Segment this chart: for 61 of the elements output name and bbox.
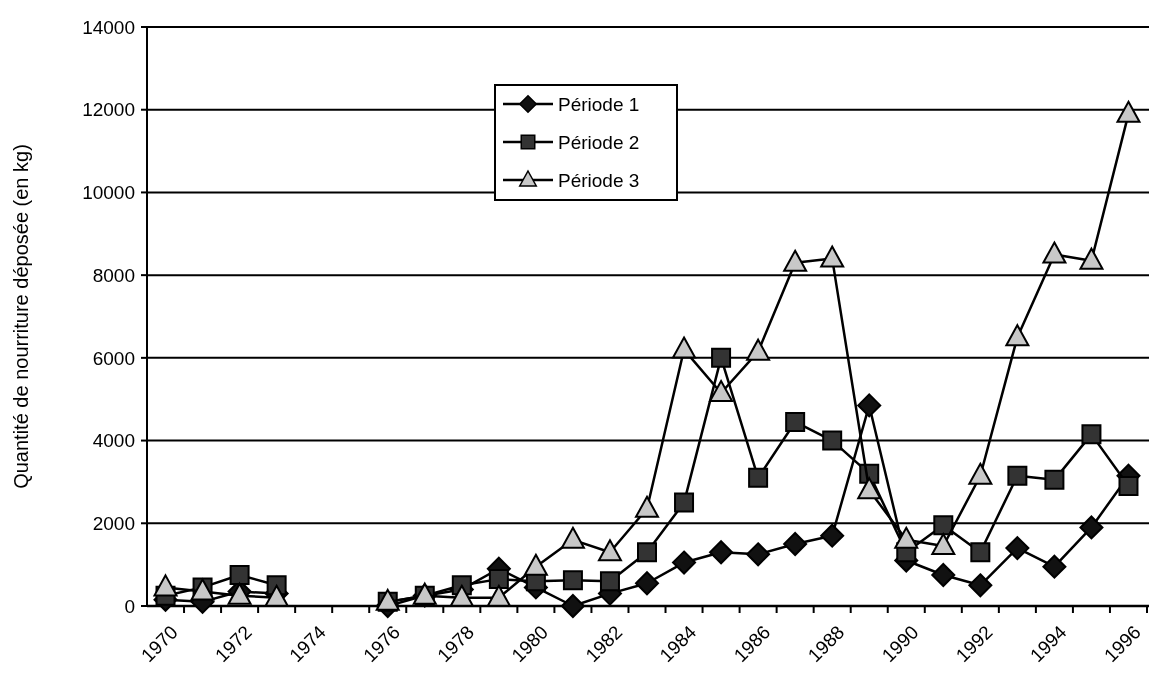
y-tick-label: 0 [124, 595, 135, 617]
point [857, 393, 882, 418]
point [785, 411, 806, 432]
point [488, 569, 509, 590]
point [783, 249, 808, 272]
point [1007, 465, 1028, 486]
y-tick-label: 14000 [82, 16, 135, 38]
point [931, 562, 956, 587]
point [449, 584, 474, 607]
point [486, 584, 511, 607]
legend-label: Période 3 [558, 169, 640, 191]
point [748, 467, 769, 488]
point [560, 594, 585, 618]
point [931, 533, 956, 556]
point [857, 477, 882, 500]
point [1118, 476, 1139, 497]
point [599, 571, 620, 592]
point [1005, 536, 1030, 561]
legend-label: Période 1 [558, 93, 640, 115]
point [153, 574, 178, 597]
point [562, 570, 583, 591]
point [711, 347, 732, 368]
point [1081, 424, 1102, 445]
point [746, 542, 771, 567]
y-tick-label: 10000 [82, 182, 135, 204]
point [822, 430, 843, 451]
point [968, 462, 993, 485]
legend-label: Période 2 [558, 131, 640, 153]
point [635, 571, 659, 596]
point [933, 515, 954, 536]
point [672, 550, 697, 575]
point [1079, 515, 1104, 540]
point [1044, 469, 1065, 490]
point [674, 492, 695, 513]
point [1079, 247, 1104, 270]
point [1042, 241, 1067, 264]
point [970, 542, 991, 563]
y-tick-label: 6000 [92, 347, 135, 369]
point [746, 338, 771, 361]
point [1116, 100, 1141, 123]
point [597, 539, 622, 562]
point [894, 526, 919, 549]
point [1005, 324, 1030, 347]
y-tick-label: 2000 [92, 512, 135, 534]
point [968, 573, 993, 598]
point [523, 553, 548, 576]
point [709, 540, 734, 565]
point [637, 542, 657, 563]
point [672, 336, 697, 359]
y-axis-title: Quantité de nourriture déposée (en kg) [10, 144, 32, 489]
y-tick-label: 4000 [92, 430, 135, 452]
point [635, 495, 659, 518]
point [229, 564, 250, 585]
y-tick-label: 12000 [82, 99, 135, 121]
point [820, 245, 845, 268]
point [783, 531, 808, 556]
y-tick-label: 8000 [92, 264, 135, 286]
point [560, 526, 585, 549]
point [1042, 554, 1067, 579]
point [709, 380, 734, 403]
point [820, 523, 845, 548]
